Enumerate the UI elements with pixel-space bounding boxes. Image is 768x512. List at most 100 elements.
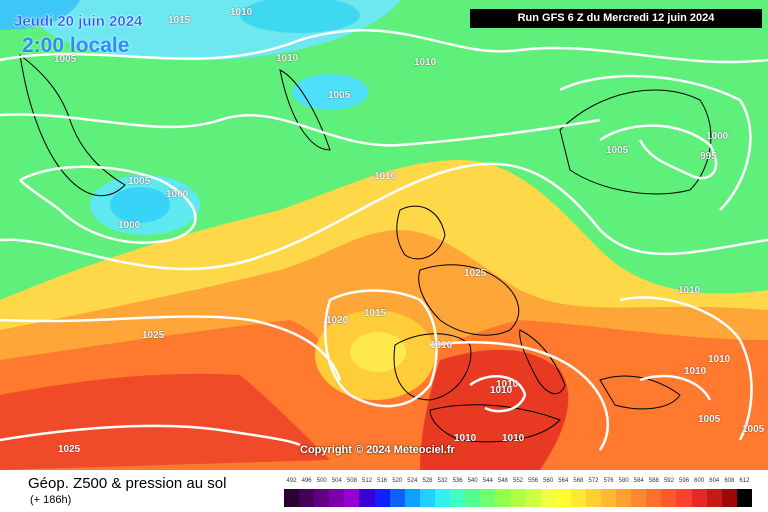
isobar-label: 1010 — [374, 171, 397, 182]
scale-swatch — [555, 489, 571, 507]
isobar-label: 1000 — [118, 220, 141, 231]
scale-label: 592 — [663, 478, 674, 484]
scale-label: 532 — [437, 478, 448, 484]
scale-label: 540 — [467, 478, 478, 484]
scale-swatch — [721, 489, 737, 507]
z500-arctic-core — [240, 0, 360, 33]
scale-swatch — [284, 489, 300, 507]
scale-label: 588 — [648, 478, 659, 484]
z500-north-atlantic-low — [292, 74, 368, 110]
isobar-line — [0, 29, 768, 64]
forecast-hour: (+ 186h) — [30, 494, 72, 506]
scale-swatch — [616, 489, 632, 507]
scale-label: 544 — [482, 478, 493, 484]
isobar-label: 1000 — [166, 189, 189, 200]
scale-label: 572 — [588, 478, 599, 484]
scale-swatch — [495, 489, 511, 507]
isobar-label: 1005 — [128, 176, 151, 187]
scale-label: 600 — [694, 478, 705, 484]
scale-swatch — [691, 489, 707, 507]
isobar-label: 1010 — [684, 366, 707, 377]
isobar-line — [0, 113, 601, 147]
scale-label: 556 — [528, 478, 539, 484]
scale-swatch — [510, 489, 526, 507]
scale-label: 568 — [573, 478, 584, 484]
scale-label: 608 — [724, 478, 735, 484]
british-isles-coast — [396, 205, 446, 260]
greenland-coast — [19, 53, 126, 197]
scale-label: 564 — [558, 478, 569, 484]
isobar-label: 1010 — [678, 285, 701, 296]
scale-label: 580 — [618, 478, 629, 484]
z500-iberia-core — [350, 332, 406, 372]
isobar-label: 1005 — [698, 414, 721, 425]
scale-swatch — [480, 489, 496, 507]
isobar-line — [0, 315, 342, 381]
scale-swatch — [450, 489, 466, 507]
scale-label: 528 — [422, 478, 433, 484]
isobar-label: 1010 — [430, 340, 453, 351]
isobar-label: 1010 — [276, 53, 299, 64]
isobar-label: 1010 — [454, 433, 477, 444]
scale-label: 512 — [362, 478, 373, 484]
isobar-label: 1025 — [464, 268, 487, 279]
scale-swatch — [661, 489, 677, 507]
isobar-label: 1015 — [168, 15, 191, 26]
isobar-label: 1005 — [606, 145, 629, 156]
scale-swatch — [419, 489, 435, 507]
isobar-line — [429, 340, 610, 451]
scale-label: 492 — [286, 478, 297, 484]
scandinavia-coast — [559, 89, 712, 195]
forecast-date: Jeudi 20 juin 2024 — [14, 13, 143, 30]
map-title: Géop. Z500 & pression au sol — [28, 475, 227, 492]
isobar-line — [0, 424, 301, 447]
scale-swatch — [359, 489, 375, 507]
isobar-label: 1010 — [708, 354, 731, 365]
scale-label: 612 — [739, 478, 750, 484]
greece-coast — [599, 375, 681, 410]
color-scale-legend: 492 496 500 504 508 512 516 520 524 528 532 536 540 5… — [284, 478, 752, 508]
map-footer: Géop. Z500 & pression au sol (+ 186h) 49… — [0, 470, 768, 512]
isobar-line — [599, 124, 718, 180]
scale-label: 596 — [679, 478, 690, 484]
scale-label: 552 — [512, 478, 524, 484]
north-africa-coast — [429, 404, 561, 443]
scale-label: 516 — [377, 478, 388, 484]
scale-swatch — [329, 489, 345, 507]
iceland-region-coast — [279, 69, 331, 151]
scale-label: 536 — [452, 478, 463, 484]
isobar-label: 1010 — [230, 7, 253, 18]
run-info: Run GFS 6 Z du Mercredi 12 juin 2024 — [470, 9, 762, 28]
scale-swatch — [676, 489, 692, 507]
scale-label: 604 — [709, 478, 720, 484]
isobar-label: 1010 — [414, 57, 437, 68]
isobar-label: 995 — [700, 151, 717, 162]
italy-coast — [519, 329, 566, 395]
isobar-line — [19, 165, 197, 244]
scale-swatch — [585, 489, 601, 507]
scale-label: 508 — [346, 478, 357, 484]
z500-red-band-west — [0, 373, 330, 470]
scale-swatch — [344, 489, 360, 507]
isobar-line — [324, 289, 438, 408]
local-time: 2:00 locale — [22, 34, 130, 57]
scale-labels: 492 496 500 504 508 512 516 520 524 528 532 536 540 5… — [284, 478, 752, 488]
weather-map: Jeudi 20 juin 2024 2:00 locale Run GFS 6… — [0, 0, 768, 470]
scale-swatch — [465, 489, 481, 507]
scale-label: 504 — [331, 478, 342, 484]
isobar-label: 1015 — [364, 308, 387, 319]
isobar-label: 1010 — [502, 433, 525, 444]
isobar-label: 1000 — [706, 131, 729, 142]
scale-label: 524 — [407, 478, 418, 484]
copyright-notice: Copyright © 2024 Meteociel.fr — [300, 444, 455, 456]
scale-swatch — [706, 489, 722, 507]
scale-swatch — [600, 489, 617, 507]
isobar-line — [469, 375, 527, 413]
scale-swatch — [570, 489, 586, 507]
scale-swatch — [299, 489, 315, 507]
z500-greenland-core — [110, 187, 170, 223]
isobar-label: 1005 — [742, 424, 765, 435]
scale-swatch — [404, 489, 420, 507]
scale-label: 576 — [603, 478, 614, 484]
scale-bar — [284, 489, 752, 507]
